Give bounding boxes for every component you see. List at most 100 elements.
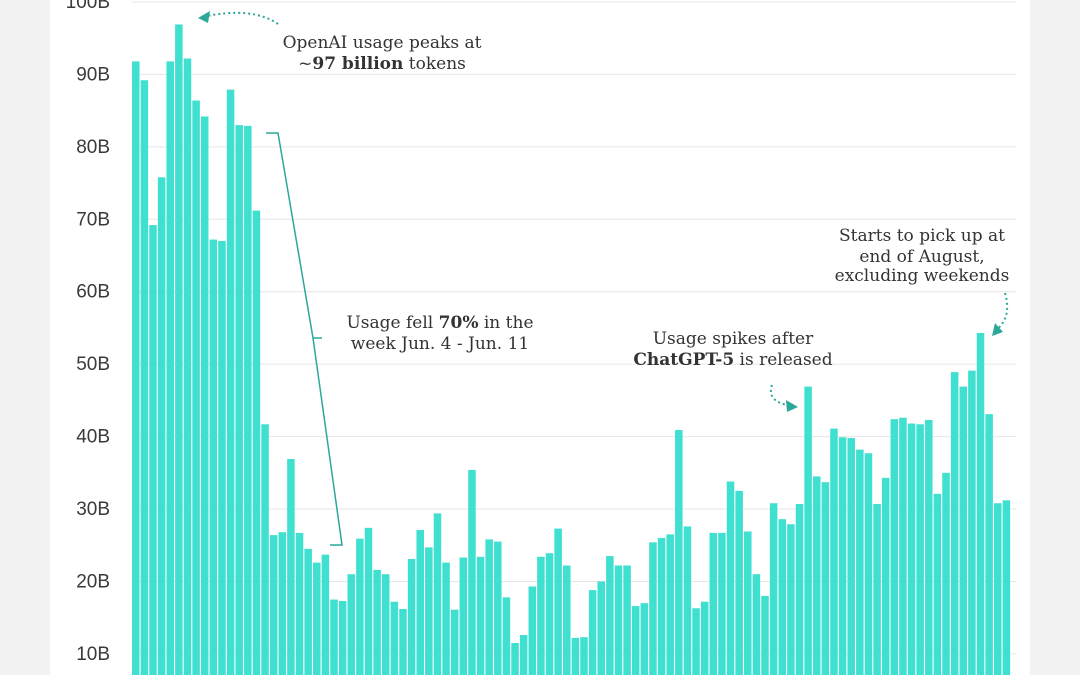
bar (226, 89, 235, 675)
bar (925, 419, 933, 675)
bar (511, 643, 519, 675)
bar (623, 565, 631, 675)
bar (192, 100, 200, 675)
annotation-august-line-3: excluding weekends (835, 266, 1010, 286)
bar (933, 493, 942, 675)
bar (468, 469, 476, 675)
bar (459, 557, 468, 675)
y-tick-label: 90B (76, 64, 110, 85)
bar (744, 531, 752, 675)
bar (735, 490, 743, 675)
bar (847, 438, 855, 675)
bar (399, 608, 407, 675)
bar (666, 534, 674, 675)
bar (330, 599, 338, 675)
y-tick-label: 10B (76, 644, 110, 665)
bar (614, 565, 623, 675)
bar (959, 386, 968, 675)
bar (683, 526, 692, 675)
bar (899, 417, 907, 675)
bar (881, 477, 890, 675)
bar (373, 569, 381, 675)
annotation-fall: Usage fell 70% in the week Jun. 4 - Jun.… (266, 132, 534, 546)
bar (571, 637, 580, 675)
annotation-august-line-1: Starts to pick up at (839, 226, 1005, 246)
bar (994, 503, 1002, 675)
annotation-gpt5: Usage spikes after ChatGPT-5 is released (633, 329, 833, 412)
bar (787, 524, 795, 675)
bar (830, 428, 838, 675)
annotation-august-line-2: end of August, (859, 247, 984, 267)
bar (381, 574, 390, 675)
bar (916, 424, 924, 675)
annotation-gpt5-line-1: Usage spikes after (653, 329, 814, 349)
bar (476, 556, 485, 675)
bar (278, 532, 287, 675)
bar (166, 61, 174, 675)
bar (313, 562, 321, 675)
y-tick-label: 20B (76, 571, 110, 592)
bar (856, 449, 864, 675)
bar (442, 562, 450, 675)
bar (269, 535, 278, 675)
y-tick-label: 30B (76, 499, 110, 520)
annotation-fall-bracket (266, 132, 343, 546)
bar (942, 472, 950, 675)
bar (554, 528, 562, 675)
bar (502, 597, 511, 675)
bar (132, 61, 140, 675)
bar (364, 527, 373, 675)
bar (537, 556, 545, 675)
bar (718, 532, 726, 675)
annotation-peak-line-2: ~97 billion tokens (298, 54, 466, 74)
bar (649, 542, 657, 675)
y-tick-label: 40B (76, 427, 110, 448)
y-tick-label: 100B (66, 0, 110, 13)
bar (287, 459, 295, 675)
annotation-peak-line-1: OpenAI usage peaks at (283, 33, 482, 53)
bar (588, 590, 597, 675)
bar (338, 601, 347, 675)
bar (157, 177, 166, 675)
annotation-peak-arrow (201, 11, 279, 25)
bar (640, 603, 649, 675)
bar (812, 476, 821, 675)
bar (545, 553, 554, 675)
y-tick-label: 80B (76, 137, 110, 158)
bar (769, 503, 778, 675)
bar (795, 503, 804, 675)
bar (692, 608, 700, 675)
bar (985, 414, 993, 675)
bar-chart: 10B 20B 30B 40B 50B 60B 70B 80B 90B 100B OpenAI u… (66, 0, 1016, 675)
bar (450, 609, 459, 675)
annotation-august-arrow (995, 292, 1009, 331)
bar (726, 481, 735, 675)
annotation-peak-arrowhead (198, 11, 210, 23)
bar (778, 519, 787, 675)
bar (485, 539, 493, 675)
bar (407, 558, 416, 675)
bar (304, 548, 312, 675)
bar (563, 565, 571, 675)
bars (132, 24, 1011, 675)
bar (519, 635, 528, 675)
bar (675, 430, 683, 675)
chart-card: 10B 20B 30B 40B 50B 60B 70B 80B 90B 100B OpenAI u… (50, 0, 1030, 675)
bar (390, 601, 399, 675)
bar (580, 637, 588, 675)
bar (200, 116, 209, 675)
y-tick-label: 70B (76, 209, 110, 230)
bar (761, 595, 769, 675)
bar (709, 532, 718, 675)
bar (149, 225, 157, 675)
annotation-august-arrowhead (992, 323, 1003, 336)
bar (433, 513, 442, 675)
annotation-fall-line-2: week Jun. 4 - Jun. 11 (351, 334, 529, 354)
bar (890, 419, 899, 675)
bar (950, 372, 959, 675)
y-tick-label: 50B (76, 354, 110, 375)
bar (218, 241, 226, 675)
bar (244, 125, 252, 675)
bar (321, 554, 330, 675)
bar (425, 547, 433, 675)
